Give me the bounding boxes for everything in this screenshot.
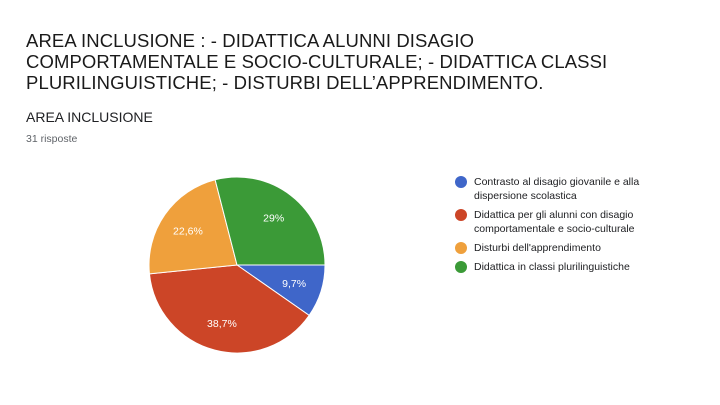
legend-label: Contrasto al disagio giovanile e alla xyxy=(474,176,640,188)
legend-label-cont: dispersione scolastica xyxy=(474,190,577,202)
pie-slice[interactable] xyxy=(214,176,326,266)
legend-label: Didattica per gli alunni con disagio xyxy=(474,209,634,221)
legend-label: Didattica in classi plurilinguistiche xyxy=(474,261,630,273)
question-title: AREA INCLUSIONE xyxy=(26,109,153,125)
legend-label-cont: comportamentale e socio-culturale xyxy=(474,223,635,235)
slide-title-line-2: COMPORTAMENTALE E SOCIO-CULTURALE; - DID… xyxy=(26,51,608,72)
slide-title-line-3: PLURILINGUISTICHE; - DISTURBI DELL’APPRE… xyxy=(26,72,544,93)
slice-value-label: 38,7% xyxy=(207,318,237,330)
legend-swatch xyxy=(455,242,467,254)
response-count: 31 risposte xyxy=(26,133,78,145)
slice-value-label: 9,7% xyxy=(282,278,306,290)
legend-swatch xyxy=(455,209,467,221)
slide-title: AREA INCLUSIONE : - DIDATTICA ALUNNI DIS… xyxy=(26,30,696,93)
legend-label: Disturbi dell'apprendimento xyxy=(474,242,601,254)
chart-legend: Contrasto al disagio giovanile e alla di… xyxy=(455,175,705,279)
slice-value-label: 22,6% xyxy=(173,226,203,238)
legend-item[interactable]: Didattica in classi plurilinguistiche xyxy=(455,260,705,274)
slide-title-line-1: AREA INCLUSIONE : - DIDATTICA ALUNNI DIS… xyxy=(26,30,475,51)
slice-value-label: 29% xyxy=(263,213,284,225)
legend-item[interactable]: Disturbi dell'apprendimento xyxy=(455,241,705,255)
legend-swatch xyxy=(455,176,467,188)
legend-item[interactable]: Didattica per gli alunni con disagio com… xyxy=(455,208,705,236)
legend-item[interactable]: Contrasto al disagio giovanile e alla di… xyxy=(455,175,705,203)
pie-slice[interactable] xyxy=(148,264,310,354)
pie-slice[interactable] xyxy=(148,179,238,275)
legend-swatch xyxy=(455,261,467,273)
